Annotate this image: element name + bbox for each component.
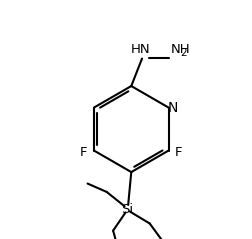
Text: HN: HN	[131, 43, 150, 56]
Text: N: N	[167, 101, 177, 115]
Text: NH: NH	[170, 43, 190, 56]
Text: F: F	[80, 147, 87, 159]
Text: Si: Si	[120, 203, 133, 216]
Text: 2: 2	[180, 48, 186, 58]
Text: F: F	[174, 147, 182, 159]
